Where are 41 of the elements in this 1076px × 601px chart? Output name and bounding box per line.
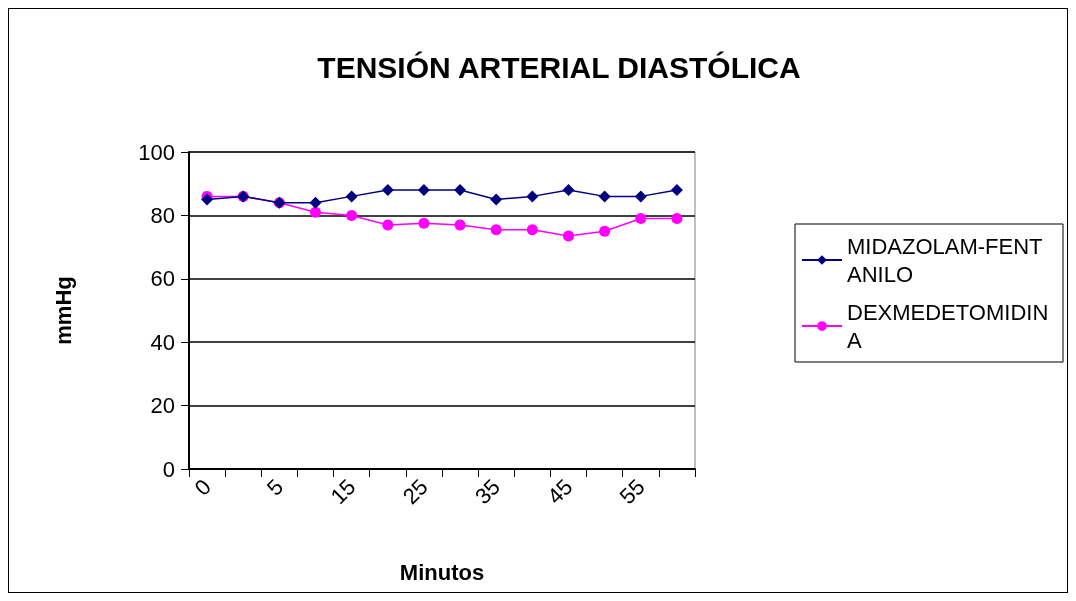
x-tick-label: 55 (614, 474, 650, 510)
legend-label: DEXMEDETOMIDINA (847, 299, 1049, 353)
x-tick-label: 0 (189, 474, 216, 501)
point (345, 190, 358, 203)
point (417, 184, 430, 197)
point (635, 213, 647, 225)
point (418, 217, 430, 229)
point (309, 196, 322, 209)
point (310, 206, 321, 218)
y-axis-title: mmHg (50, 276, 76, 345)
x-tick-label: 5 (261, 474, 289, 501)
x-tick-label: 15 (325, 474, 361, 510)
point (490, 193, 503, 206)
x-tick-label: 25 (397, 474, 433, 510)
point (382, 219, 394, 231)
y-tick-label: 40 (150, 329, 175, 355)
point (454, 219, 466, 231)
y-tick-label: 0 (162, 456, 175, 482)
point (671, 213, 683, 225)
point (634, 190, 647, 203)
point (563, 230, 574, 242)
point (562, 184, 575, 197)
point (598, 190, 611, 203)
point (526, 224, 538, 236)
x-tick-label: 45 (542, 474, 578, 510)
point (381, 184, 394, 197)
y-tick-label: 60 (150, 266, 175, 292)
point (599, 225, 611, 237)
point (490, 224, 502, 236)
y-tick-label: 100 (138, 139, 175, 165)
point (201, 193, 214, 206)
x-tick-label: 35 (470, 474, 506, 510)
chart-title: TENSIÓN ARTERIAL DIASTÓLICA (317, 50, 801, 84)
legend-label: MIDAZOLAM-FENTANILO (847, 233, 1043, 287)
y-tick-label: 20 (150, 393, 175, 419)
point (454, 184, 467, 197)
y-tick-label: 80 (150, 202, 175, 228)
point (670, 184, 683, 197)
point (346, 209, 358, 221)
point (526, 190, 539, 203)
x-axis-title: Minutos (399, 559, 485, 585)
